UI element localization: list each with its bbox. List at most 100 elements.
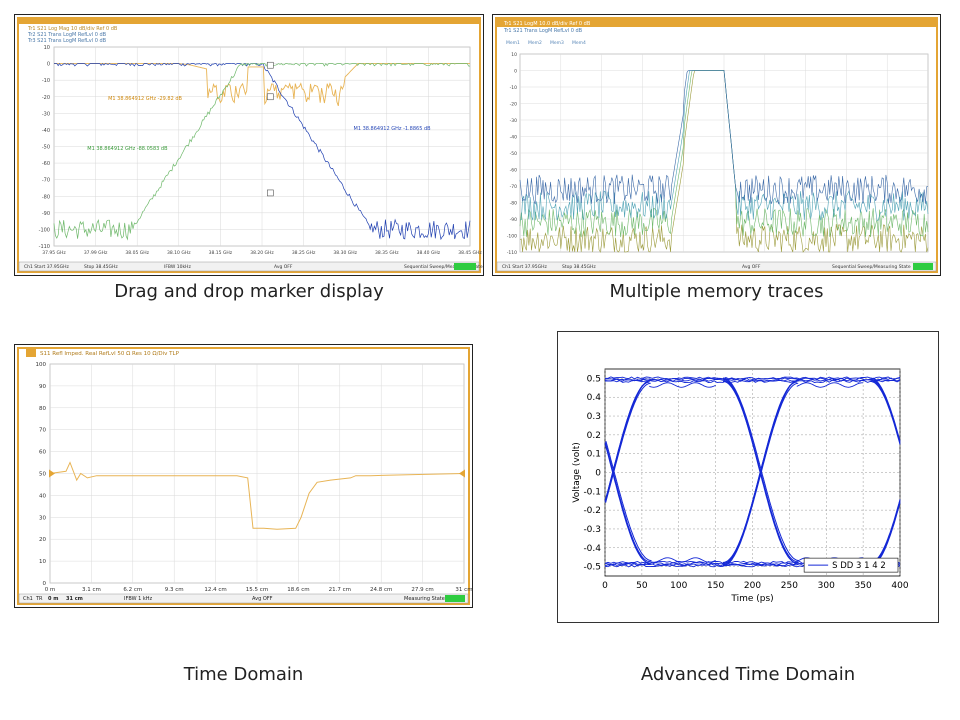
status-bar	[18, 261, 480, 272]
legend-box	[803, 557, 899, 573]
y-tick-label: 100	[36, 362, 47, 368]
eye-transition-trace	[605, 440, 652, 562]
status-field: IFBW 1 kHz	[124, 596, 153, 602]
status-bar	[496, 261, 937, 272]
x-tick-label: 38.25 GHz	[292, 250, 316, 256]
eye-top-rail	[605, 376, 901, 380]
ref-level-arrow-left	[49, 469, 55, 478]
status-field: Stop 38.45GHz	[562, 264, 596, 270]
marker-handle	[267, 93, 274, 101]
status-field: Ch1	[23, 596, 33, 602]
y-axis-label: Voltage (volt)	[572, 442, 582, 503]
eye-upper-ripple	[796, 382, 864, 388]
memory-trace-4	[519, 70, 928, 205]
y-tick-label: 10	[44, 45, 50, 51]
x-tick-label: 250	[781, 581, 798, 591]
y-tick-label: -80	[510, 201, 517, 207]
y-tick-label: 20	[39, 537, 46, 543]
y-tick-label: 0.1	[587, 450, 601, 460]
y-tick-label: 50	[39, 472, 46, 478]
status-field: TR	[35, 596, 43, 602]
status-field: 0 m	[48, 596, 58, 602]
panel-multiple-memory-traces: Tr1 S21 LogM 10.0 dB/div Ref 0 dB Tr1 S21…	[492, 14, 941, 276]
x-tick-label: 31 cm	[455, 587, 472, 593]
status-indicator	[445, 595, 465, 602]
y-tick-label: -60	[510, 168, 517, 174]
y-tick-label: 40	[39, 493, 46, 499]
status-field: Sequential Sweep/Measuring State	[832, 264, 911, 270]
x-tick-label: 38.10 GHz	[167, 250, 191, 256]
memory-legend-item: Mem1	[506, 40, 520, 46]
impedance-trace	[49, 461, 465, 530]
y-tick-label: -10	[510, 85, 517, 91]
x-tick-label: 150	[707, 581, 724, 591]
marker-readout-2: M1 38.864912 GHz -88.0583 dB	[87, 146, 168, 152]
x-tick-label: 18.6 cm	[287, 587, 309, 593]
x-tick-label: 15.5 cm	[246, 587, 268, 593]
x-tick-label: 3.1 cm	[82, 587, 101, 593]
trace-header-line: Tr1 S21 Trans LogM RefLvl 0 dB	[503, 28, 583, 34]
status-field: Stop 38.45GHz	[84, 264, 118, 270]
status-indicator	[454, 263, 476, 270]
y-tick-label: 0.3	[587, 412, 601, 422]
y-tick-label: 0	[514, 69, 517, 75]
x-tick-label: 38.15 GHz	[209, 250, 233, 256]
trace-header-line: Tr1 S21 LogM 10.0 dB/div Ref 0 dB	[503, 21, 591, 27]
status-field: Sequential Sweep/Measuring State	[404, 264, 483, 270]
eye-lower-ripple	[649, 557, 716, 563]
ref-level-arrow-right	[459, 469, 465, 478]
y-tick-label: -0.4	[583, 544, 601, 554]
x-tick-label: 37.95 GHz	[42, 250, 66, 256]
trace-header-line: Tr1 S21 Log Mag 10 dB/div Ref 0 dB	[27, 26, 118, 32]
status-field: Avg OFF	[742, 264, 761, 270]
y-tick-label: -70	[42, 178, 50, 184]
y-tick-label: -10	[42, 78, 50, 84]
y-tick-label: -100	[39, 227, 50, 233]
y-tick-label: -0.1	[583, 487, 601, 497]
x-tick-label: 38.20 GHz	[250, 250, 274, 256]
status-field: 31 cm	[66, 596, 83, 602]
y-tick-label: -40	[510, 135, 517, 141]
marker-handle	[267, 189, 274, 197]
status-field: IFBW 10kHz	[164, 264, 191, 270]
y-tick-label: 60	[39, 450, 46, 456]
x-tick-label: 21.7 cm	[329, 587, 351, 593]
y-tick-label: -40	[42, 128, 50, 134]
y-tick-label: -50	[42, 145, 50, 151]
y-tick-label: -70	[510, 184, 517, 190]
title-strip	[497, 19, 936, 27]
x-tick-label: 0 m	[45, 587, 56, 593]
trace-header-line: Tr2 S21 Trans LogM RefLvl 0 dB	[27, 32, 107, 38]
x-tick-label: 400	[891, 581, 908, 591]
y-tick-label: 0.2	[587, 431, 601, 441]
eye-transition-trace	[870, 377, 901, 442]
y-tick-label: -60	[42, 161, 50, 167]
memory-legend-item: Mem4	[572, 40, 586, 46]
y-tick-label: 0	[43, 581, 47, 587]
panel-advanced-time-domain: 0 50 100 150 200 250 300 350 400 0.5 0.4 0.3 0.2 0.1 0…	[557, 331, 939, 623]
status-bar	[18, 593, 469, 604]
status-field: Ch1 Start 37.95GHz	[502, 264, 547, 270]
eye-diagram-chart: 0 50 100 150 200 250 300 350 400 0.5 0.4 0.3 0.2 0.1 0…	[557, 331, 939, 623]
y-tick-label: 10	[39, 559, 46, 565]
trace-tag	[26, 348, 36, 357]
y-tick-label: 10	[511, 52, 517, 58]
x-tick-label: 300	[818, 581, 835, 591]
legend-label: S DD 3 1 4 2	[832, 561, 886, 571]
x-tick-label: 38.05 GHz	[125, 250, 149, 256]
x-axis-label: Time (ps)	[730, 594, 773, 604]
y-tick-label: 0	[595, 469, 601, 479]
y-tick-label: -30	[42, 111, 50, 117]
x-tick-label: 50	[636, 581, 648, 591]
y-tick-label: -50	[510, 151, 517, 157]
trace-header: S11 Refl Imped. Real RefLvl 50 Ω Res 10 …	[40, 351, 180, 357]
eye-transition-trace	[722, 377, 800, 562]
x-tick-label: 38.40 GHz	[417, 250, 441, 256]
y-tick-label: -0.3	[583, 525, 601, 535]
y-tick-label: -90	[510, 217, 517, 223]
y-tick-label: -30	[510, 118, 517, 124]
memory-legend-item: Mem3	[550, 40, 564, 46]
eye-transition-trace	[870, 380, 901, 445]
